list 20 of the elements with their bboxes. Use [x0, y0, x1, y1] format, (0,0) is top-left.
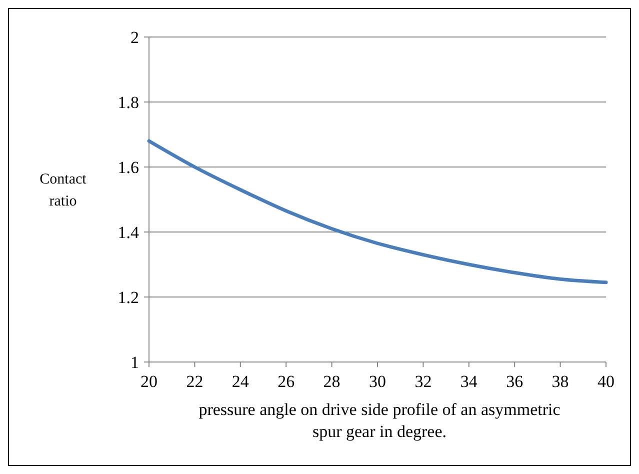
x-tick-label: 20 [140, 372, 158, 391]
x-tick-label: 32 [414, 372, 432, 391]
y-tick-label: 1 [130, 352, 139, 372]
x-tick-label: 36 [506, 372, 524, 391]
x-tick-label: 24 [232, 372, 250, 391]
y-tick-label: 1.2 [118, 288, 139, 307]
x-axis-title: pressure angle on drive side profile of an asymmetric spur gear in degree. [198, 400, 561, 441]
x-tick-label: 34 [460, 372, 478, 391]
x-tick-label: 28 [323, 372, 340, 391]
y-tick-label: 1.4 [118, 222, 140, 242]
y-tick-label: 1.6 [118, 158, 139, 177]
y-tick-label: 2 [130, 28, 139, 47]
x-tick-label: 22 [186, 372, 204, 391]
line-series [147, 139, 608, 284]
y-tick-label: 1.8 [118, 92, 139, 112]
y-axis-title: Contact ratio [40, 171, 88, 210]
x-tick-label: 30 [369, 372, 386, 391]
x-tick-label: 38 [552, 372, 569, 391]
x-tick-label: 40 [598, 372, 614, 391]
x-tick-label: 26 [278, 372, 295, 391]
